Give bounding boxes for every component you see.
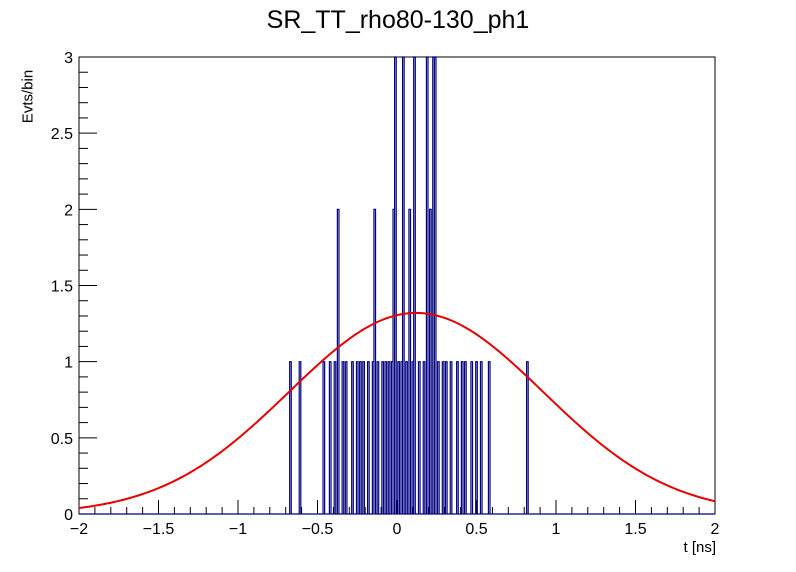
y-tick-label: 0.5 (51, 431, 73, 448)
y-axis-label: Evts/bin (19, 69, 37, 124)
y-tick-label: 2.5 (51, 126, 73, 143)
x-tick-label: −2 (70, 521, 88, 538)
x-tick-label: −1 (229, 521, 247, 538)
x-tick-label: 0.5 (465, 521, 487, 538)
y-tick-label: 1 (64, 355, 73, 372)
plot-frame (78, 56, 716, 515)
chart-title: SR_TT_rho80-130_ph1 (266, 6, 530, 34)
histogram-series (79, 56, 715, 515)
x-tick-label: −0.5 (302, 521, 334, 538)
fit-curve (78, 311, 716, 509)
x-axis: −2 −1.5 −1 −0.5 0 0.5 1 1.5 2 (70, 500, 720, 538)
x-tick-label: 2 (711, 521, 720, 538)
y-tick-label: 0 (64, 507, 73, 524)
y-axis: 0 0.5 1 1.5 2 2.5 3 (51, 50, 97, 524)
x-tick-label: −1.5 (143, 521, 175, 538)
x-tick-label: 0 (393, 521, 402, 538)
x-tick-label: 1.5 (624, 521, 646, 538)
x-axis-label: t [ns] (683, 539, 716, 556)
y-tick-label: 1.5 (51, 279, 73, 296)
y-tick-label: 2 (64, 202, 73, 219)
y-tick-label: 3 (64, 50, 73, 67)
x-tick-label: 1 (552, 521, 561, 538)
